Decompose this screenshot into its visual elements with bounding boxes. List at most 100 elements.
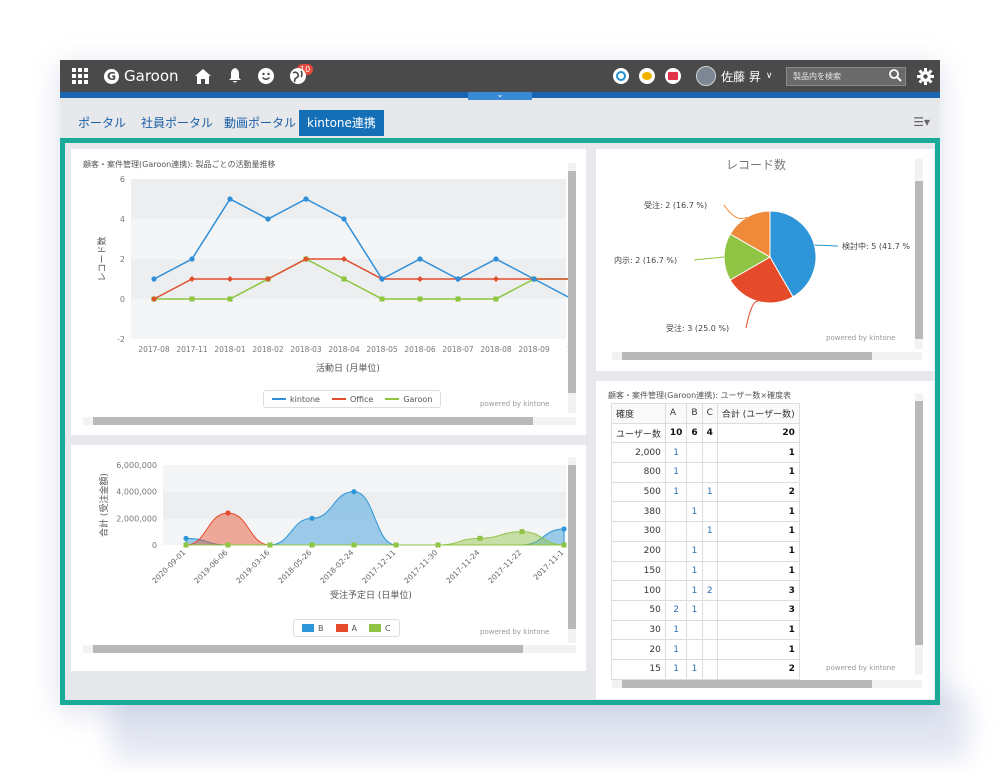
search-input[interactable]: 製品内を検索: [786, 67, 906, 86]
smiley-icon[interactable]: [255, 60, 277, 92]
y-tick-label: 2,000,000: [116, 514, 157, 523]
series-line-office: [153, 258, 569, 300]
data-point: [455, 276, 461, 282]
tab-kintone[interactable]: kintone連携: [299, 110, 384, 136]
mail-icon[interactable]: [665, 60, 681, 92]
table-row: 100 1 2 3: [611, 580, 800, 601]
vertical-scrollbar[interactable]: [915, 159, 923, 349]
column-header: 合計 (ユーザー数): [716, 403, 800, 424]
x-tick-label: 2018-06: [404, 345, 436, 354]
horizontal-scrollbar[interactable]: [612, 680, 922, 688]
data-point: [227, 196, 233, 202]
table-row: 380 1 1: [611, 501, 800, 523]
data-point: [435, 542, 441, 548]
table-cell: 6: [686, 422, 703, 444]
table-cell: [701, 501, 718, 523]
data-point: [519, 529, 525, 535]
pie-slice: [723, 233, 771, 281]
chat-icon[interactable]: [639, 60, 655, 92]
y-tick-label: 4,000,000: [116, 488, 157, 497]
row-label: 800: [611, 462, 666, 483]
panel-title: 顧客・案件管理(Garoon連携): ユーザー数×確度表: [608, 391, 792, 400]
data-point: [265, 216, 271, 222]
legend-item-office[interactable]: Office: [331, 395, 373, 404]
gear-icon[interactable]: [914, 60, 936, 92]
line-chart: 6 4 2 0 -2 2017-08 2017-11 2018-01 2018-02 2018-0…: [96, 175, 569, 374]
globe-icon[interactable]: [287, 60, 309, 92]
vertical-scrollbar[interactable]: [915, 393, 923, 675]
row-label: 15: [611, 658, 666, 680]
pie-leader-line: [693, 256, 725, 261]
notification-badge: 10: [297, 64, 314, 75]
user-menu[interactable]: 佐藤 昇 ∨: [696, 60, 772, 92]
pivot-table: 確度 A B C 合計 (ユーザー数) ユーザー数 10 6 4 20 2,00…: [611, 403, 800, 680]
table-cell: [664, 501, 688, 523]
vertical-scrollbar[interactable]: [568, 163, 576, 413]
menu-list-icon[interactable]: ☰▾: [913, 115, 930, 129]
data-point: [267, 542, 273, 548]
row-label: 200: [611, 540, 666, 562]
table-cell: 1: [686, 560, 703, 582]
table-cell: 1: [716, 501, 800, 523]
pivot-table-panel: 顧客・案件管理(Garoon連携): ユーザー数×確度表 確度 A B C 合計…: [596, 381, 934, 699]
data-point: [303, 196, 309, 202]
x-tick-label: 2017-12-11: [360, 548, 397, 585]
legend-item-kintone[interactable]: kintone: [272, 395, 320, 404]
table-cell: 2: [701, 580, 718, 601]
horizontal-scrollbar[interactable]: [83, 645, 576, 653]
pie-leader-line: [723, 204, 748, 220]
legend-item-garoon[interactable]: Garoon: [385, 395, 432, 404]
table-cell: 4: [701, 422, 718, 444]
circle-blue-icon[interactable]: [613, 60, 629, 92]
table-cell: 1: [686, 599, 703, 621]
table-cell: [701, 619, 718, 641]
tab-portal[interactable]: ポータル: [78, 116, 127, 130]
vertical-scrollbar[interactable]: [568, 457, 576, 643]
data-point: [417, 276, 423, 282]
table-cell: [701, 540, 718, 562]
data-point: [561, 526, 567, 532]
legend-label: C: [384, 623, 391, 633]
bell-icon[interactable]: [224, 60, 246, 92]
x-tick-label: 2019-03-16: [234, 548, 271, 585]
chevron-down-icon: ∨: [765, 71, 773, 81]
home-icon[interactable]: [192, 60, 214, 92]
horizontal-scrollbar[interactable]: [83, 417, 576, 425]
table-cell: 1: [701, 521, 718, 542]
data-point: [265, 276, 271, 282]
x-tick-label: 2018-05-26: [276, 548, 313, 585]
table-cell: 1: [664, 481, 688, 503]
tab-video-portal[interactable]: 動画ポータル: [224, 116, 297, 130]
table-row: 30 1 1: [611, 619, 800, 641]
garoon-logo-icon: G: [104, 68, 119, 84]
horizontal-scrollbar[interactable]: [612, 352, 922, 360]
data-point: [151, 276, 157, 282]
garoon-logo[interactable]: G Garoon: [104, 60, 179, 92]
column-header: A: [664, 403, 688, 424]
x-tick-label: 2018-02: [252, 345, 284, 354]
table-total-row: ユーザー数 10 6 4 20: [611, 422, 800, 444]
column-header: B: [686, 403, 703, 424]
apps-grid-icon[interactable]: [70, 60, 90, 92]
user-name: 佐藤 昇: [721, 69, 761, 84]
table-cell: 2: [716, 658, 800, 680]
row-label: 30: [611, 619, 666, 641]
row-label: 150: [611, 560, 666, 582]
header-collapse-toggle[interactable]: ⌄: [468, 91, 532, 100]
table-cell: 10: [664, 422, 688, 444]
legend-item-b[interactable]: B: [302, 624, 324, 633]
x-tick-label: 2018-03: [290, 345, 322, 354]
activity-chart-panel: 顧客・案件管理(Garoon連携): 製品ごとの活動量推移 6 4 2 0 -2 2017…: [71, 149, 586, 435]
table-row: 800 1 1: [611, 462, 800, 483]
search-icon[interactable]: [889, 69, 902, 85]
table-cell: 1: [716, 442, 800, 464]
table-cell: [686, 462, 703, 483]
legend-item-c[interactable]: C: [368, 623, 391, 633]
x-tick-label: 2017-11-22: [486, 548, 523, 585]
pie-slice: [729, 210, 771, 258]
tab-employee-portal[interactable]: 社員ポータル: [141, 116, 214, 130]
table-cell: 1: [716, 639, 800, 660]
portal-tabs: ポータル 社員ポータル 動画ポータル kintone連携 ☰▾: [60, 110, 940, 136]
legend-item-a[interactable]: A: [335, 624, 357, 633]
